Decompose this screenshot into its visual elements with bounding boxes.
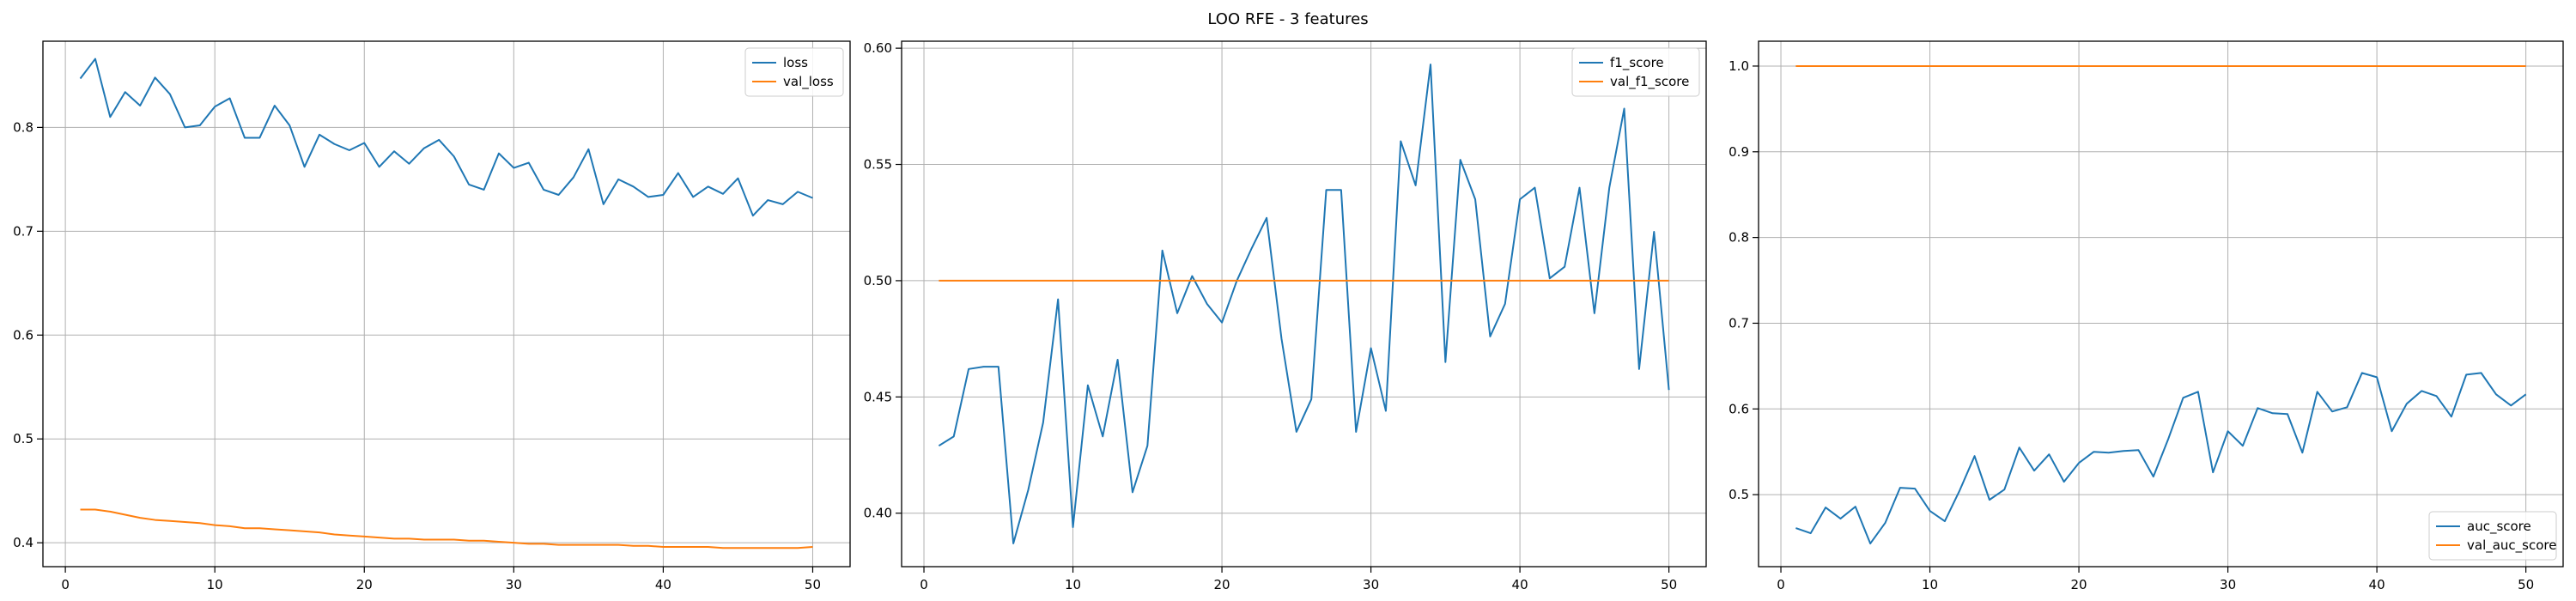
legend: auc_score val_auc_score [2428,511,2557,561]
legend-label: val_loss [783,74,834,90]
axes-frame [1758,40,2564,568]
x-tick-label: 50 [1661,577,1677,592]
x-tick-label: 30 [506,577,522,592]
legend-box [744,47,844,97]
x-tick-label: 30 [2220,577,2236,592]
legend-label: loss [783,55,808,70]
series-line-f1-score [938,64,1670,544]
y-tick-label: 0.6 [1728,401,1749,416]
y-tick-label: 0.50 [864,273,892,288]
x-tick-label: 0 [61,577,70,592]
legend-box [1571,47,1700,97]
legend: f1_score val_f1_score [1571,47,1700,97]
x-tick-label: 10 [1065,577,1081,592]
y-tick-label: 1.0 [1728,58,1749,74]
chart-panel-1: 0 10 20 30 40 50 0.4 0.5 0.6 0.7 0.8 loss val_loss [13,40,851,592]
y-tick-label: 0.45 [864,389,892,404]
x-tick-label: 30 [1363,577,1379,592]
x-tick-label: 40 [2369,577,2385,592]
y-tick-label: 0.7 [13,223,33,239]
plot-area [43,41,850,567]
x-tick-label: 0 [1777,577,1785,592]
series-line-val-loss [80,508,813,549]
x-tick-label: 40 [1512,577,1528,592]
legend: loss val_loss [744,47,844,97]
plot-area [902,41,1706,567]
y-tick-label: 0.8 [1728,230,1749,246]
x-tick-label: 20 [2071,577,2087,592]
y-tick-label: 0.5 [1728,487,1749,502]
figure-title: LOO RFE - 3 features [1207,10,1368,28]
x-tick-label: 40 [655,577,671,592]
legend-label: auc_score [2467,519,2531,535]
y-tick-label: 0.60 [864,40,892,56]
y-tick-label: 0.40 [864,506,892,521]
y-tick-label: 0.4 [13,535,33,550]
x-tick-label: 20 [1214,577,1230,592]
x-tick-label: 10 [207,577,223,592]
axes-frame [901,40,1707,568]
x-tick-label: 10 [1922,577,1938,592]
x-tick-label: 50 [805,577,821,592]
series-line-auc-score [1795,372,2527,545]
axes-frame [42,40,851,568]
legend-label: val_f1_score [1610,74,1689,90]
chart-panel-3: 0 10 20 30 40 50 0.5 0.6 0.7 0.8 0.9 1.0 auc_scoreva… [1728,40,2564,592]
legend-label: val_auc_score [2467,537,2557,554]
y-tick-label: 0.7 [1728,315,1749,331]
y-tick-label: 0.8 [13,119,33,135]
x-tick-label: 0 [920,577,928,592]
legend-box [2428,511,2557,561]
x-tick-label: 20 [356,577,373,592]
plot-area [1759,41,2563,567]
y-tick-label: 0.9 [1728,144,1749,160]
y-tick-label: 0.55 [864,157,892,173]
legend-label: f1_score [1610,55,1664,71]
x-tick-label: 50 [2518,577,2534,592]
y-tick-label: 0.5 [13,431,33,446]
series-line-loss [79,58,813,217]
y-tick-label: 0.6 [13,327,33,343]
chart-panel-2: 0 10 20 30 40 50 0.40 0.45 0.50 0.55 0.60 f1_scorev… [864,40,1707,592]
